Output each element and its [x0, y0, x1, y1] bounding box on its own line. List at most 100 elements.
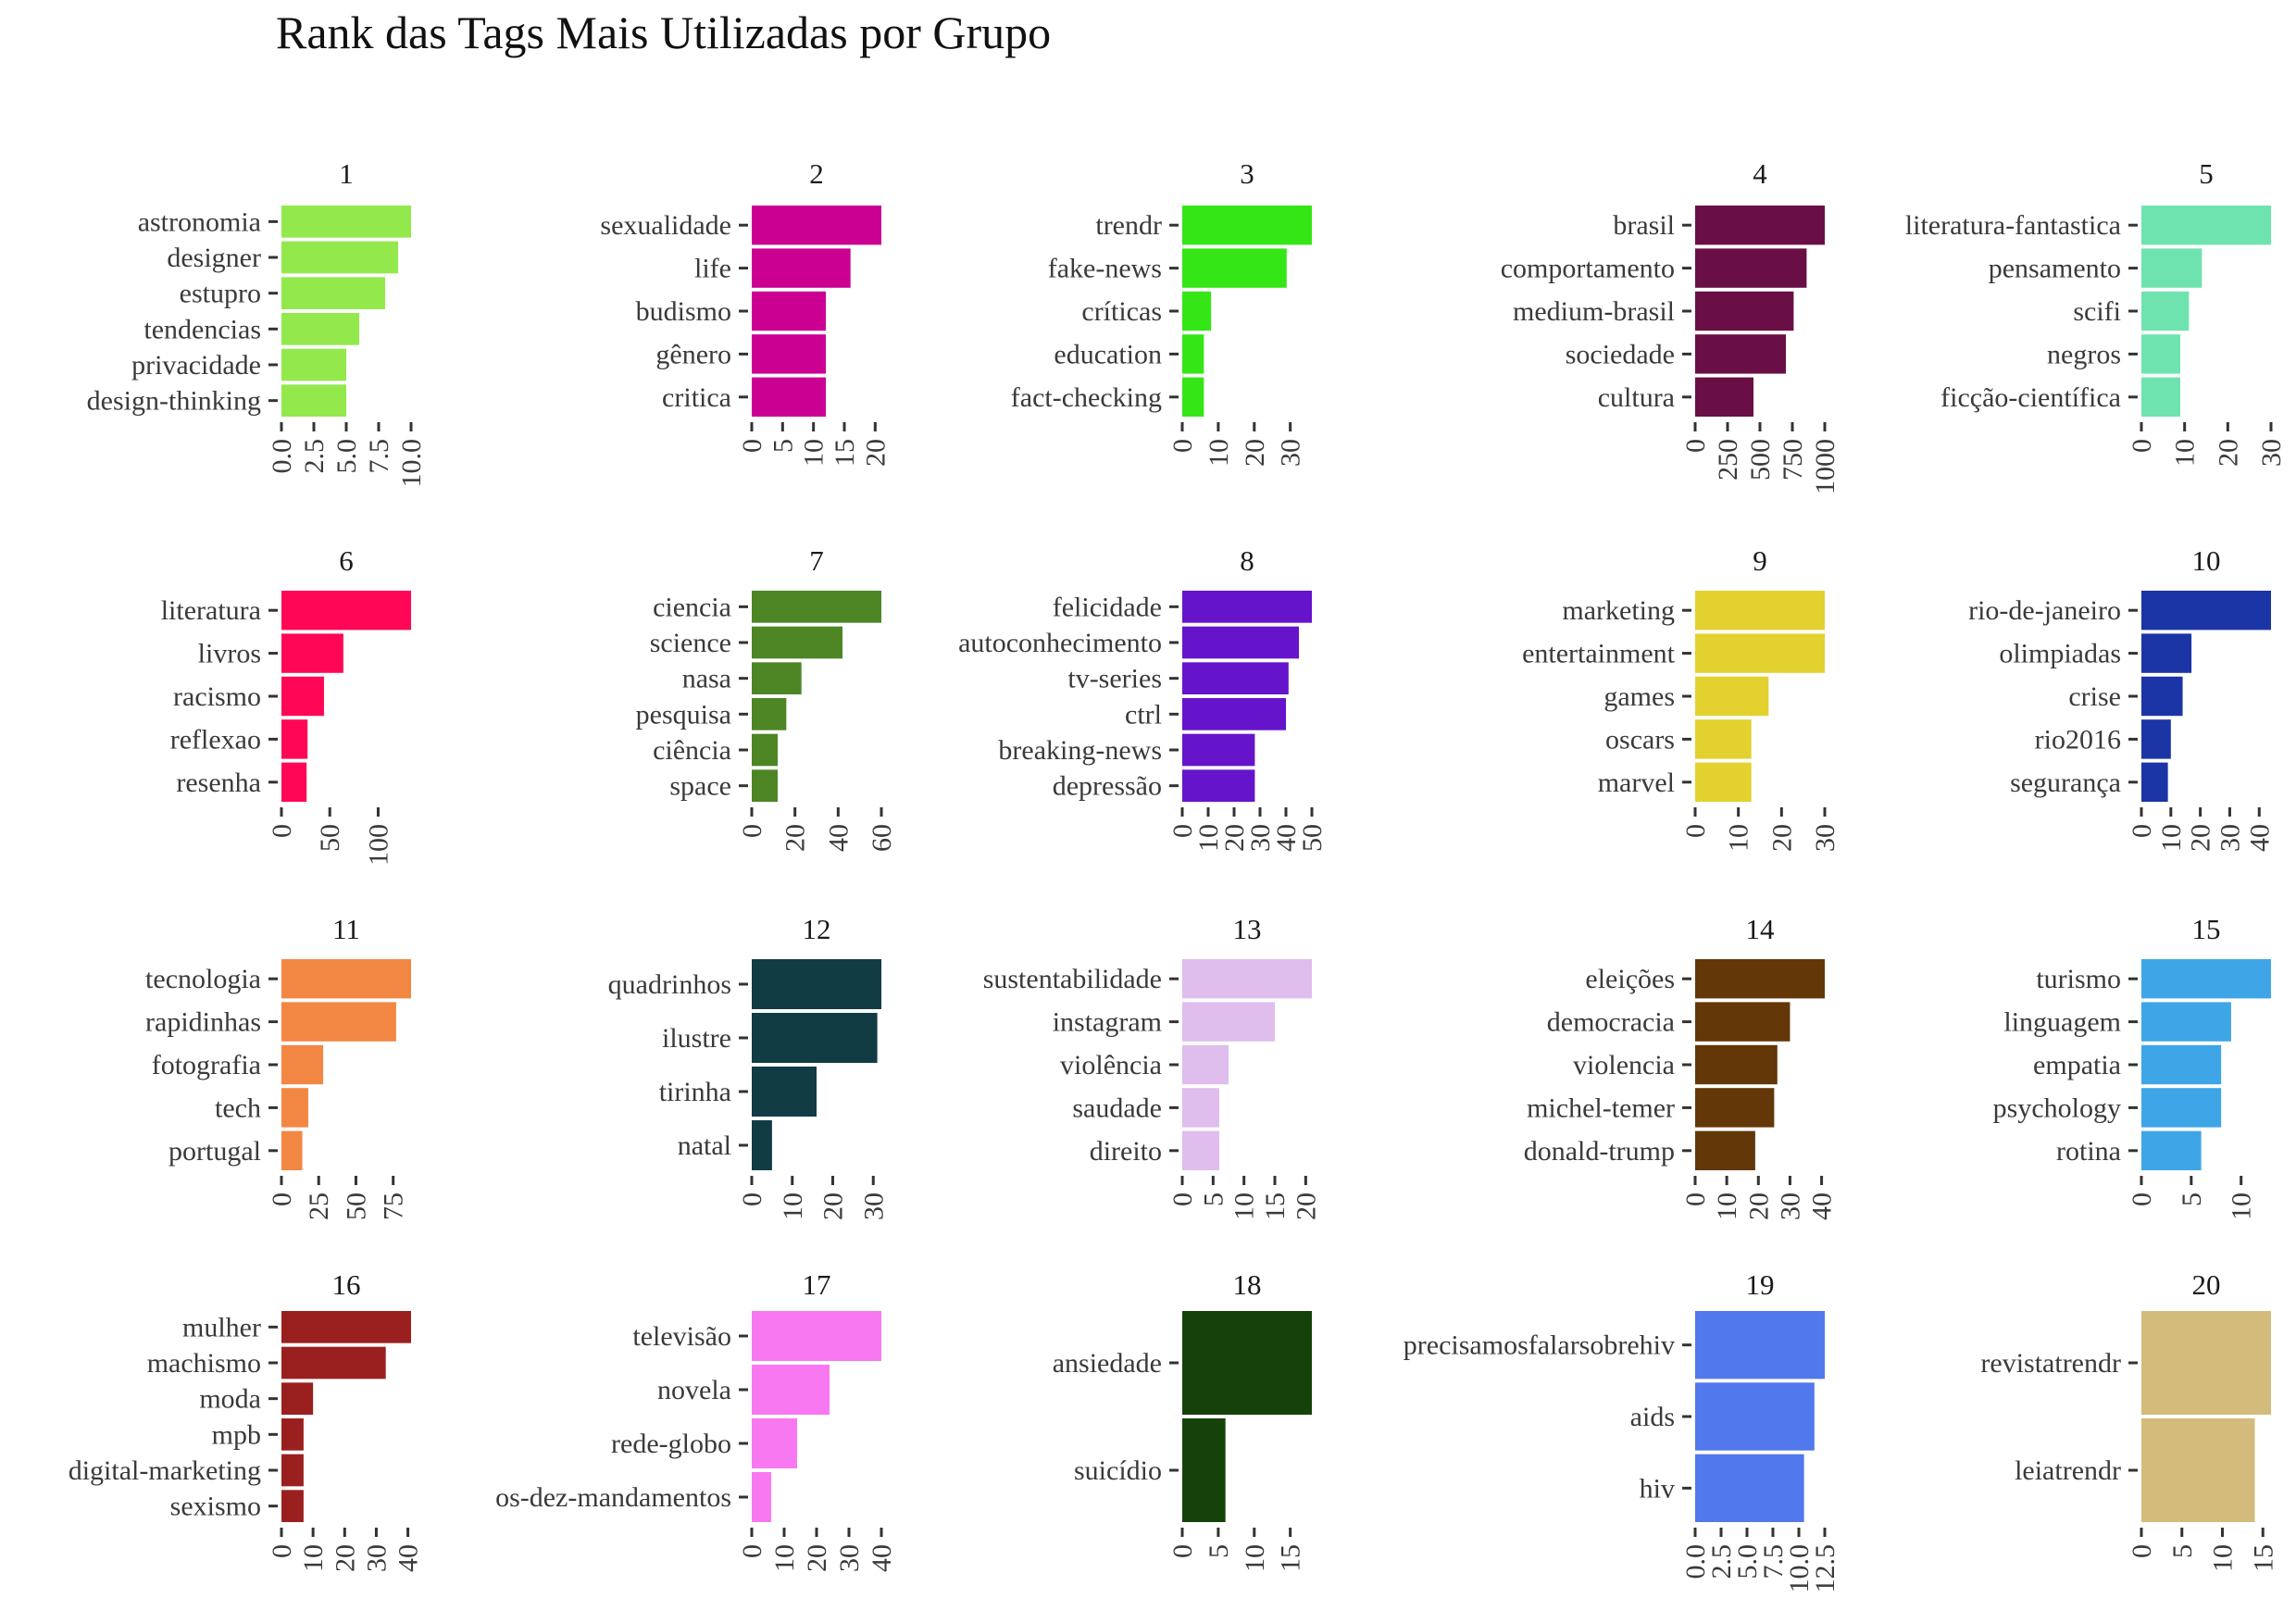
- x-tick-label: 750: [1778, 439, 1808, 481]
- bar: [281, 1454, 304, 1487]
- facet-panel-14: 14 eleições democracia violencia michel-teme…: [1524, 913, 1838, 1220]
- category-label: autoconhecimento: [958, 628, 1162, 658]
- bar: [1695, 377, 1753, 417]
- category-label: moda: [199, 1384, 261, 1415]
- x-tick-label: 40: [1271, 824, 1302, 852]
- bar: [281, 1311, 411, 1343]
- x-tick-label: 20: [780, 824, 811, 852]
- category-label: oscars: [1605, 724, 1675, 755]
- category-label: ctrl: [1125, 699, 1162, 730]
- category-label: portugal: [168, 1136, 261, 1167]
- category-label: linguagem: [2003, 1007, 2121, 1038]
- category-label: televisão: [632, 1321, 731, 1352]
- category-label: segurança: [2010, 768, 2121, 798]
- category-label: revistatrendr: [1980, 1348, 2121, 1379]
- category-label: gênero: [655, 339, 731, 369]
- x-tick-label: 20: [330, 1544, 360, 1572]
- bar: [1695, 633, 1825, 673]
- facet-panel-2: 2 sexualidade life budismo gênero critica 0 5 10…: [600, 157, 891, 467]
- facet-label: 19: [1746, 1268, 1775, 1301]
- category-label: critica: [662, 382, 731, 413]
- category-label: sociedade: [1566, 339, 1675, 369]
- category-label: novela: [657, 1375, 731, 1405]
- bar: [281, 384, 346, 417]
- x-tick-label: 0: [737, 439, 767, 453]
- category-label: empatia: [2033, 1050, 2121, 1080]
- category-label: nasa: [682, 664, 731, 694]
- category-label: negros: [2047, 339, 2121, 369]
- bar: [281, 313, 359, 345]
- category-label: comportamento: [1501, 254, 1675, 284]
- x-tick-label: 10: [1229, 1192, 1260, 1220]
- bar: [752, 1311, 881, 1361]
- facet-label: 11: [332, 913, 360, 945]
- x-tick-label: 20: [2186, 824, 2216, 852]
- category-label: crise: [2068, 681, 2121, 712]
- facet-panel-20: 20 revistatrendr leiatrendr 0 5 10 15: [1980, 1268, 2278, 1572]
- category-label: eleições: [1585, 964, 1675, 994]
- category-label: fotografia: [152, 1050, 261, 1080]
- bar: [752, 1472, 771, 1522]
- x-tick-label: 40: [867, 1544, 897, 1572]
- bar: [281, 1088, 308, 1128]
- category-label: quadrinhos: [608, 969, 731, 1000]
- x-tick-label: 0: [1167, 439, 1198, 453]
- x-tick-label: 0: [737, 824, 767, 838]
- category-label: hiv: [1640, 1473, 1675, 1504]
- bar: [281, 1346, 386, 1380]
- category-label: fake-news: [1048, 254, 1162, 284]
- bar: [281, 719, 308, 759]
- bar: [752, 334, 826, 374]
- x-tick-label: 30: [2256, 439, 2287, 467]
- bar: [752, 698, 787, 730]
- bar: [281, 206, 411, 238]
- category-label: design-thinking: [87, 386, 261, 417]
- facet-label: 9: [1753, 544, 1767, 577]
- bar: [2141, 591, 2271, 630]
- x-tick-label: 10: [2170, 439, 2201, 467]
- x-tick-label: 0: [2127, 1192, 2157, 1206]
- bar: [281, 1418, 304, 1451]
- category-label: democracia: [1547, 1007, 1675, 1038]
- category-label: olimpiadas: [1999, 639, 2121, 669]
- bar: [2141, 959, 2271, 999]
- x-tick-label: 5: [2177, 1192, 2207, 1206]
- bar: [1695, 1311, 1825, 1380]
- category-label: mulher: [182, 1312, 261, 1342]
- category-label: astronomia: [138, 206, 261, 237]
- bar: [1182, 1418, 1226, 1522]
- category-label: instagram: [1053, 1007, 1162, 1038]
- x-tick-label: 50: [1297, 824, 1328, 852]
- x-tick-label: 12.5: [1810, 1544, 1841, 1593]
- bar: [2141, 676, 2183, 717]
- x-tick-label: 0: [2127, 1544, 2157, 1558]
- category-label: os-dez-mandamentos: [495, 1482, 731, 1513]
- bar: [1182, 626, 1299, 659]
- bar: [1182, 334, 1204, 374]
- bar: [752, 1120, 772, 1170]
- category-label: estupro: [180, 279, 261, 309]
- x-tick-label: 20: [1291, 1192, 1321, 1220]
- category-label: turismo: [2036, 964, 2121, 994]
- x-tick-label: 10: [1240, 1544, 1270, 1572]
- bar: [2141, 334, 2180, 374]
- category-label: pesquisa: [636, 699, 731, 730]
- category-label: designer: [167, 243, 261, 273]
- facet-label: 17: [803, 1268, 831, 1301]
- facet-panel-18: 18 ansiedade suicídio 0 5 10 15: [1053, 1268, 1312, 1572]
- bar: [1182, 733, 1255, 767]
- category-label: science: [650, 628, 731, 658]
- facet-panel-6: 6 literatura livros racismo reflexao resenha 0…: [161, 544, 411, 866]
- x-tick-label: 10: [769, 1544, 800, 1572]
- bar: [281, 1130, 303, 1170]
- facet-panel-13: 13 sustentabilidade instagram violência saud…: [983, 913, 1322, 1220]
- bar: [281, 1382, 314, 1415]
- bar: [752, 769, 778, 802]
- category-label: machismo: [147, 1348, 261, 1379]
- x-tick-label: 15: [2248, 1544, 2278, 1572]
- facet-panel-12: 12 quadrinhos ilustre tirinha natal 0 10 20 30: [608, 913, 890, 1220]
- category-label: tv-series: [1067, 664, 1162, 694]
- bar: [752, 959, 881, 1009]
- x-tick-label: 7.5: [364, 439, 394, 474]
